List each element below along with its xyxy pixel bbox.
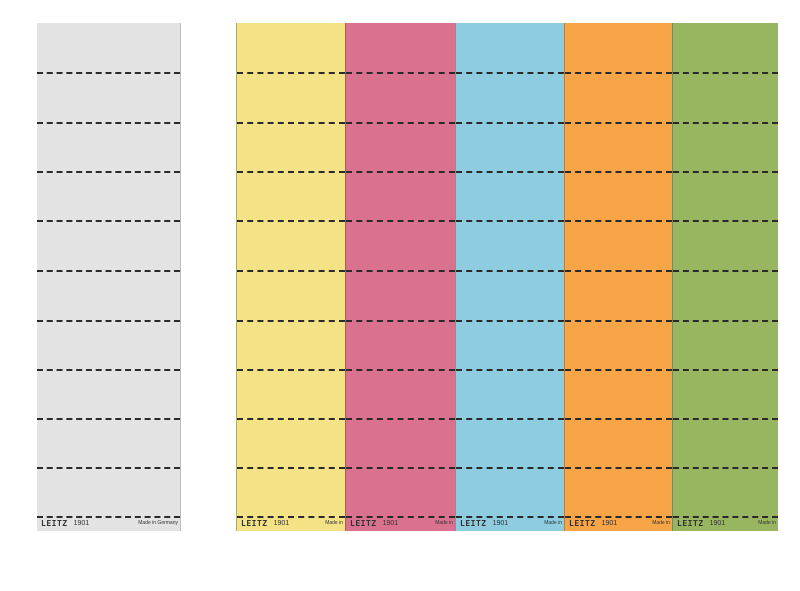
perforation-line [346,171,455,173]
brand-text: LEITZ [41,518,68,528]
made-in-text: Made in [758,520,776,526]
sheet-footer: LEITZ 1901 Made in Germany [41,517,178,529]
made-in-text: Made in [325,520,343,526]
perforation-line [456,516,564,518]
perforation-line [37,270,180,272]
perforation-line [237,418,345,420]
perforation-line [456,220,564,222]
model-number: 1901 [709,519,726,527]
model-number: 1901 [73,519,90,527]
perforation-line [237,270,345,272]
strip-footer: LEITZ 1901 Made in [677,517,776,529]
perforation-line [346,369,455,371]
perforation-line [346,270,455,272]
perforation-line [37,467,180,469]
perforation-line [237,369,345,371]
perforation-line [565,467,672,469]
label-strip-pink: LEITZ 1901 Made in [345,23,455,531]
strip-footer: LEITZ 1901 Made in [460,517,562,529]
perforation-line [37,220,180,222]
perforation-line [37,516,180,518]
label-strip-green: LEITZ 1901 Made in [672,23,778,531]
perforation-line [456,418,564,420]
model-number: 1901 [273,519,290,527]
perforation-line [237,122,345,124]
perforation-line [37,320,180,322]
perforation-line [673,418,778,420]
colored-label-strips: LEITZ 1901 Made in LEITZ 1901 Made in LE… [236,23,778,531]
brand-text: LEITZ [350,518,377,528]
perforation-line [456,320,564,322]
perforation-line [237,467,345,469]
perforation-line [346,72,455,74]
perforation-line [237,320,345,322]
perforation-line [37,171,180,173]
model-number: 1901 [492,519,509,527]
perforation-line [673,516,778,518]
model-number: 1901 [601,519,618,527]
made-in-text: Made in Germany [138,520,178,526]
perforation-line [346,516,455,518]
perforation-line [673,369,778,371]
perforation-line [346,220,455,222]
made-in-text: Made in [544,520,562,526]
perforation-line [237,220,345,222]
perforation-line [37,369,180,371]
perforation-line [346,467,455,469]
perforation-line [237,516,345,518]
perforation-line [346,418,455,420]
perforation-line [565,171,672,173]
perforation-line [456,467,564,469]
perforation-line [237,171,345,173]
perforation-line [37,122,180,124]
perforation-line [565,122,672,124]
perforation-line [456,72,564,74]
perforation-line [565,320,672,322]
perforation-line [37,72,180,74]
perforation-line [565,418,672,420]
strip-footer: LEITZ 1901 Made in [569,517,670,529]
perforation-line [673,320,778,322]
perforation-line [456,369,564,371]
made-in-text: Made in [652,520,670,526]
strip-footer: LEITZ 1901 Made in [241,517,343,529]
label-strip-blue: LEITZ 1901 Made in [455,23,564,531]
perforation-line [673,171,778,173]
perforation-line [565,72,672,74]
perforation-line [346,320,455,322]
model-number: 1901 [382,519,399,527]
white-label-sheet: LEITZ 1901 Made in Germany [37,23,181,531]
perforation-line [565,369,672,371]
label-strip-yellow: LEITZ 1901 Made in [236,23,345,531]
perforation-line [346,122,455,124]
perforation-line [456,270,564,272]
perforation-line [673,72,778,74]
perforation-line [37,418,180,420]
brand-text: LEITZ [460,518,487,528]
label-strip-orange: LEITZ 1901 Made in [564,23,672,531]
perforation-line [673,122,778,124]
perforation-line [565,270,672,272]
perforation-line [456,122,564,124]
perforation-line [456,171,564,173]
made-in-text: Made in [435,520,453,526]
brand-text: LEITZ [241,518,268,528]
perforation-line [673,220,778,222]
strip-footer: LEITZ 1901 Made in [350,517,453,529]
perforation-line [673,467,778,469]
perforation-line [565,516,672,518]
brand-text: LEITZ [569,518,596,528]
perforation-line [237,72,345,74]
brand-text: LEITZ [677,518,704,528]
perforation-line [565,220,672,222]
perforation-line [673,270,778,272]
